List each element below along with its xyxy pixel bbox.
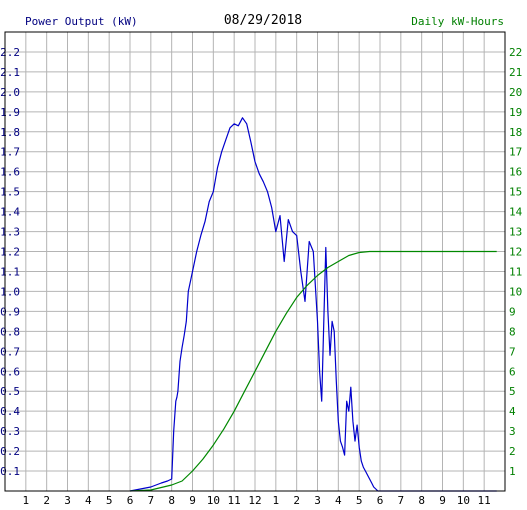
x-tick-label: 8 (418, 494, 425, 507)
x-tick-label: 10 (457, 494, 470, 507)
y-left-tick-label: 1.5 (0, 186, 20, 199)
grid-lines (5, 32, 505, 491)
y-right-tick-label: 12 (509, 246, 522, 259)
y-right-tick-label: 10 (509, 285, 522, 298)
x-tick-label: 11 (478, 494, 491, 507)
x-tick-label: 10 (207, 494, 220, 507)
y-right-tick-label: 13 (509, 226, 522, 239)
y-left-tick-label: 0.1 (0, 465, 20, 478)
y-right-tick-label: 19 (509, 106, 522, 119)
y-right-tick-label: 15 (509, 186, 522, 199)
y-left-tick-label: 0.8 (0, 325, 20, 338)
x-tick-label: 6 (127, 494, 134, 507)
x-tick-label: 12 (248, 494, 261, 507)
x-tick-label: 3 (314, 494, 321, 507)
y-right-tick-label: 9 (509, 305, 516, 318)
y-left-tick-label: 1.1 (0, 265, 20, 278)
y-right-tick-label: 14 (509, 206, 523, 219)
x-tick-label: 2 (293, 494, 300, 507)
x-tick-label: 9 (439, 494, 446, 507)
y-left-tick-label: 1.7 (0, 146, 20, 159)
y-left-tick-label: 1.2 (0, 246, 20, 259)
chart-title: 08/29/2018 (224, 13, 302, 28)
x-tick-label: 1 (273, 494, 280, 507)
series-lines (129, 117, 497, 492)
x-tick-label: 6 (377, 494, 384, 507)
x-tick-label: 2 (43, 494, 50, 507)
y-right-tick-label: 7 (509, 345, 516, 358)
y-right-tick-label: 5 (509, 385, 516, 398)
y-left-tick-label: 2.0 (0, 86, 20, 99)
y-left-tick-label: 1.3 (0, 226, 20, 239)
y-right-tick-label: 1 (509, 465, 516, 478)
x-tick-label: 5 (106, 494, 113, 507)
y-right-tick-label: 8 (509, 325, 516, 338)
y-right-tick-label: 2 (509, 445, 516, 458)
x-tick-label: 7 (148, 494, 155, 507)
y-left-tick-label: 2.1 (0, 66, 20, 79)
y-left-tick-label: 1.6 (0, 166, 20, 179)
y-right-tick-label: 20 (509, 86, 522, 99)
y-left-tick-label: 0.6 (0, 365, 20, 378)
y-left-tick-label: 0.9 (0, 305, 20, 318)
series-line-power-output (129, 117, 497, 492)
chart-left-axis-title: Power Output (kW) (25, 15, 138, 28)
y-right-tick-label: 11 (509, 265, 522, 278)
y-left-tick-label: 1.0 (0, 285, 20, 298)
y-right-tick-label: 18 (509, 126, 522, 139)
y-left-tick-label: 1.8 (0, 126, 20, 139)
y-left-tick-label: 0.2 (0, 445, 20, 458)
tick-labels: 1 2 3 4 5 6 7 8 9 10 11 12 1 2 3 4 5 6 7 8 9 10 110.1 10.2 20.3 3… (0, 46, 522, 507)
x-tick-label: 4 (335, 494, 342, 507)
x-tick-label: 9 (189, 494, 196, 507)
chart-right-axis-title: Daily kW-Hours (411, 15, 504, 28)
x-tick-label: 1 (23, 494, 30, 507)
y-right-tick-label: 16 (509, 166, 522, 179)
y-left-tick-label: 0.4 (0, 405, 20, 418)
x-tick-label: 5 (356, 494, 363, 507)
y-left-tick-label: 1.9 (0, 106, 20, 119)
series-line-daily-kwh (129, 250, 497, 492)
x-tick-label: 8 (168, 494, 175, 507)
plot-frame (4, 31, 506, 492)
y-right-tick-label: 22 (509, 46, 522, 59)
y-right-tick-label: 3 (509, 425, 516, 438)
x-tick-label: 3 (64, 494, 71, 507)
x-tick-label: 11 (228, 494, 241, 507)
y-right-tick-label: 6 (509, 365, 516, 378)
x-tick-label: 7 (398, 494, 405, 507)
y-left-tick-label: 0.7 (0, 345, 20, 358)
y-left-tick-label: 0.3 (0, 425, 20, 438)
y-left-tick-label: 1.4 (0, 206, 20, 219)
y-right-tick-label: 21 (509, 66, 522, 79)
x-tick-label: 4 (85, 494, 92, 507)
y-left-tick-label: 0.5 (0, 385, 20, 398)
y-right-tick-label: 4 (509, 405, 516, 418)
y-left-tick-label: 2.2 (0, 46, 20, 59)
y-right-tick-label: 17 (509, 146, 522, 159)
